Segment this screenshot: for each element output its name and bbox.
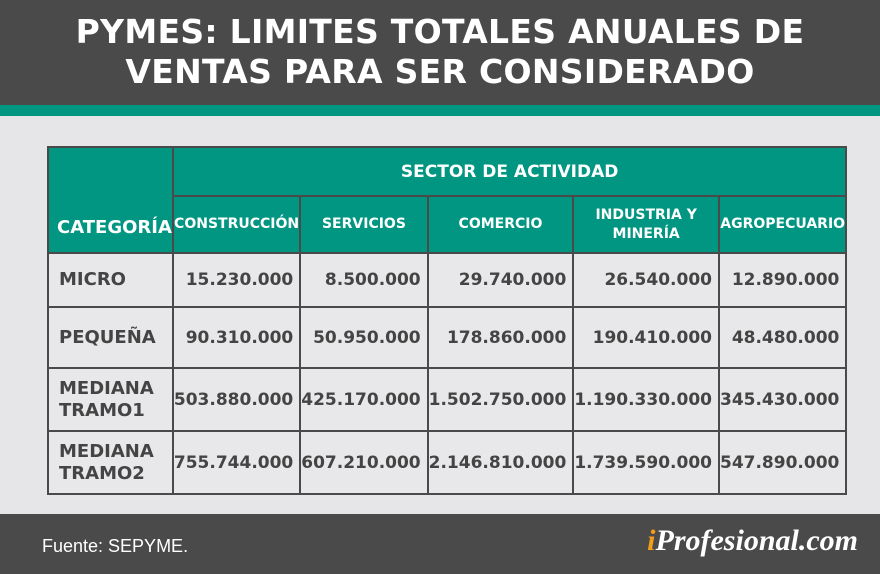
table-cell: 50.950.000 <box>299 306 429 369</box>
table-cell: 178.860.000 <box>426 306 575 369</box>
title-line-1: PYMES: LIMITES TOTALES ANUALES DE <box>75 12 805 51</box>
limits-table: CATEGORÍA SECTOR DE ACTIVIDAD CONSTRUCCI… <box>47 146 848 495</box>
table-cell: 503.880.000 <box>171 367 302 432</box>
accent-stripe <box>0 105 880 116</box>
source-note: Fuente: SEPYME. <box>42 536 189 556</box>
table-cell: 26.540.000 <box>572 252 720 308</box>
table-row: MEDIANA TRAMO1 503.880.000 425.170.000 1.50… <box>47 367 848 432</box>
logo-i: i <box>647 524 656 557</box>
table-cell: 29.740.000 <box>426 252 575 308</box>
table-cell: 1.739.590.000 <box>572 430 720 495</box>
column-header: SERVICIOS <box>299 195 429 254</box>
table-cell: 1.190.330.000 <box>572 367 720 432</box>
table-cell: 90.310.000 <box>171 306 302 369</box>
table-cell: 190.410.000 <box>572 306 720 369</box>
table-cell: 425.170.000 <box>299 367 429 432</box>
column-header: COMERCIO <box>426 195 575 254</box>
column-header: INDUSTRIA Y MINERÍA <box>572 195 720 254</box>
table-cell: 345.430.000 <box>717 367 848 432</box>
table-cell: 607.210.000 <box>299 430 429 495</box>
logo-text: Profesional.com <box>655 524 859 557</box>
iprofesional-logo: iProfesional.com <box>647 524 858 558</box>
column-header: AGROPECUARIO <box>717 195 848 254</box>
row-label: PEQUEÑA <box>47 306 174 369</box>
title: PYMES: LIMITES TOTALES ANUALES DE VENTAS… <box>0 0 880 105</box>
row-label: MEDIANA TRAMO1 <box>47 367 174 432</box>
group-header: SECTOR DE ACTIVIDAD <box>171 146 848 197</box>
column-header: CONSTRUCCIÓN <box>171 195 302 254</box>
table-cell: 12.890.000 <box>717 252 848 308</box>
table-cell: 48.480.000 <box>717 306 848 369</box>
row-header: CATEGORÍA <box>47 146 174 254</box>
table-cell: 547.890.000 <box>717 430 848 495</box>
table-cell: 1.502.750.000 <box>426 367 575 432</box>
row-label: MICRO <box>47 252 174 308</box>
footer: Fuente: SEPYME. iProfesional.com <box>0 514 880 574</box>
table-row: MEDIANA TRAMO2 755.744.000 607.210.000 2.14… <box>47 430 848 495</box>
table-cell: 15.230.000 <box>171 252 302 308</box>
table-cell: 8.500.000 <box>299 252 429 308</box>
table-row: MICRO 15.230.000 8.500.000 29.740.000 26.540… <box>47 252 848 308</box>
table-cell: 755.744.000 <box>171 430 302 495</box>
row-label: MEDIANA TRAMO2 <box>47 430 174 495</box>
table-row: PEQUEÑA 90.310.000 50.950.000 178.860.000 19… <box>47 306 848 369</box>
table-cell: 2.146.810.000 <box>426 430 575 495</box>
title-line-2: VENTAS PARA SER CONSIDERADO <box>125 52 755 91</box>
